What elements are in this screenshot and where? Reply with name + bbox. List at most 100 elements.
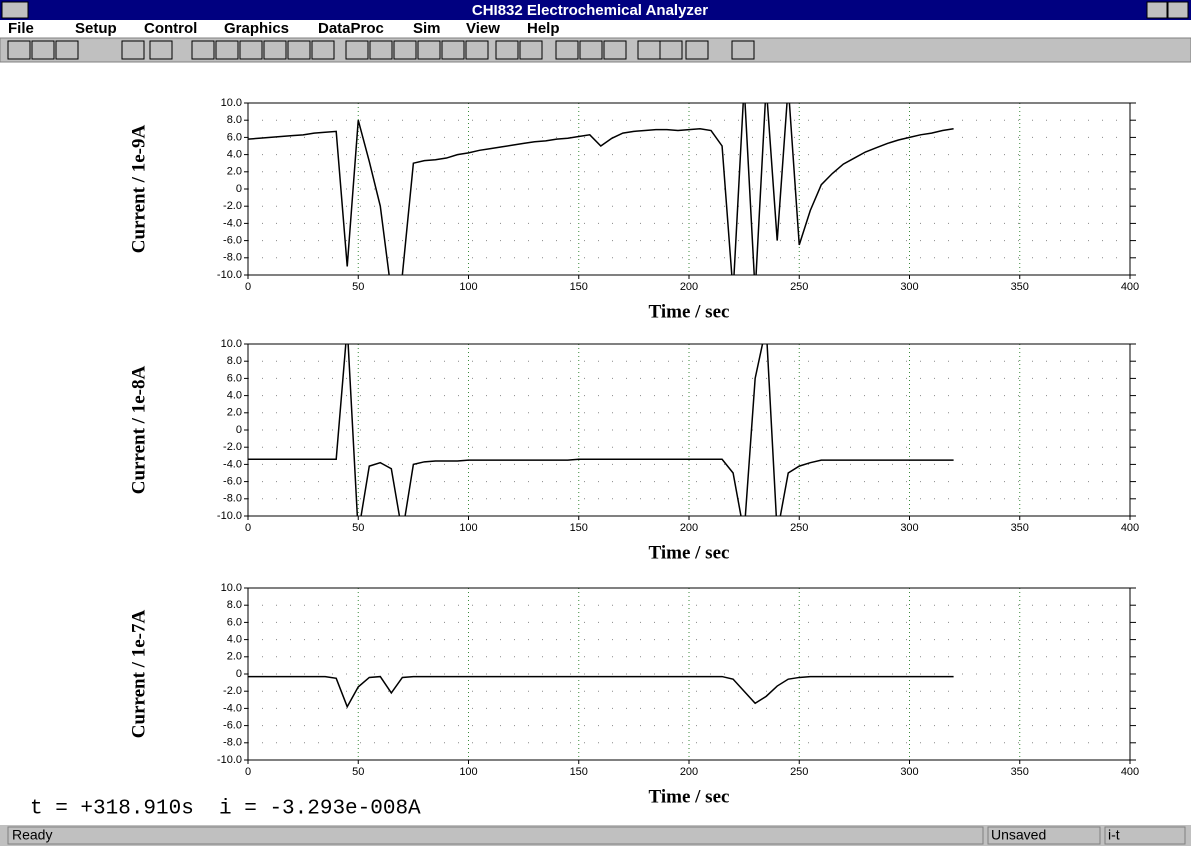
toolbar-button[interactable]: [732, 41, 754, 59]
y-tick-label: 0: [236, 424, 242, 436]
x-tick-label: 50: [352, 766, 364, 778]
y-tick-label: 6.0: [227, 131, 242, 143]
minimize-button[interactable]: [1147, 2, 1167, 18]
toolbar-button[interactable]: [264, 41, 286, 59]
x-tick-label: 300: [900, 522, 918, 534]
toolbar-button[interactable]: [466, 41, 488, 59]
y-tick-label: -8.0: [223, 493, 242, 505]
y-tick-label: -8.0: [223, 737, 242, 749]
x-tick-label: 150: [570, 766, 588, 778]
menu-item[interactable]: Sim: [413, 20, 441, 37]
x-tick-label: 250: [790, 522, 808, 534]
menu-item[interactable]: Graphics: [224, 20, 289, 37]
y-tick-label: -10.0: [217, 269, 242, 281]
y-tick-label: 0: [236, 183, 242, 195]
x-tick-label: 300: [900, 766, 918, 778]
status-text: Ready: [12, 827, 52, 843]
toolbar-button[interactable]: [520, 41, 542, 59]
maximize-button[interactable]: [1168, 2, 1188, 18]
x-tick-label: 150: [570, 522, 588, 534]
system-menu-button[interactable]: [2, 2, 28, 18]
x-axis-label: Time / sec: [649, 786, 730, 807]
x-tick-label: 400: [1121, 522, 1139, 534]
y-tick-label: 10.0: [221, 338, 242, 350]
toolbar-button[interactable]: [216, 41, 238, 59]
y-tick-label: -10.0: [217, 510, 242, 522]
toolbar-button[interactable]: [150, 41, 172, 59]
x-tick-label: 400: [1121, 281, 1139, 293]
x-tick-label: 200: [680, 522, 698, 534]
y-tick-label: 6.0: [227, 616, 242, 628]
app-window: CHI832 Electrochemical Analyzer t = +318…: [0, 0, 1191, 846]
x-tick-label: 250: [790, 766, 808, 778]
toolbar-button[interactable]: [370, 41, 392, 59]
x-tick-label: 350: [1011, 281, 1029, 293]
toolbar-button[interactable]: [442, 41, 464, 59]
x-tick-label: 0: [245, 766, 251, 778]
toolbar-button[interactable]: [660, 41, 682, 59]
x-axis-label: Time / sec: [649, 301, 730, 322]
toolbar-button[interactable]: [496, 41, 518, 59]
y-tick-label: 10.0: [221, 582, 242, 594]
y-tick-label: 8.0: [227, 355, 242, 367]
x-tick-label: 150: [570, 281, 588, 293]
toolbar-button[interactable]: [686, 41, 708, 59]
toolbar-button[interactable]: [346, 41, 368, 59]
x-tick-label: 300: [900, 281, 918, 293]
x-tick-label: 100: [459, 766, 477, 778]
y-axis-label: Current / 1e-7A: [128, 610, 149, 739]
status-mode: i-t: [1108, 827, 1120, 843]
cursor-readout: t = +318.910s i = -3.293e-008A: [30, 798, 421, 821]
toolbar-button[interactable]: [288, 41, 310, 59]
toolbar-button[interactable]: [604, 41, 626, 59]
y-tick-label: 4.0: [227, 634, 242, 646]
toolbar-button[interactable]: [8, 41, 30, 59]
y-tick-label: 8.0: [227, 114, 242, 126]
toolbar-button[interactable]: [192, 41, 214, 59]
y-tick-label: -4.0: [223, 217, 242, 229]
x-tick-label: 400: [1121, 766, 1139, 778]
toolbar-button[interactable]: [122, 41, 144, 59]
toolbar-button[interactable]: [580, 41, 602, 59]
x-tick-label: 50: [352, 522, 364, 534]
y-axis-label: Current / 1e-8A: [128, 366, 149, 495]
y-axis-label: Current / 1e-9A: [128, 125, 149, 254]
y-tick-label: 0: [236, 668, 242, 680]
menu-item[interactable]: View: [466, 20, 500, 37]
toolbar-button[interactable]: [556, 41, 578, 59]
y-tick-label: 10.0: [221, 97, 242, 109]
menu-item[interactable]: DataProc: [318, 20, 384, 37]
toolbar-button[interactable]: [240, 41, 262, 59]
x-tick-label: 0: [245, 281, 251, 293]
y-tick-label: 2.0: [227, 407, 242, 419]
y-tick-label: 2.0: [227, 651, 242, 663]
y-tick-label: -2.0: [223, 200, 242, 212]
x-tick-label: 350: [1011, 522, 1029, 534]
y-tick-label: -6.0: [223, 235, 242, 247]
y-tick-label: -6.0: [223, 720, 242, 732]
menu-item[interactable]: Help: [527, 20, 560, 37]
y-tick-label: -2.0: [223, 685, 242, 697]
x-axis-label: Time / sec: [649, 542, 730, 563]
toolbar-button[interactable]: [32, 41, 54, 59]
x-tick-label: 100: [459, 281, 477, 293]
status-file: Unsaved: [991, 827, 1046, 843]
toolbar-button[interactable]: [312, 41, 334, 59]
toolbar-button[interactable]: [56, 41, 78, 59]
menu-item[interactable]: Setup: [75, 20, 117, 37]
toolbar-button[interactable]: [394, 41, 416, 59]
menu-item[interactable]: File: [8, 20, 34, 37]
y-tick-label: 6.0: [227, 372, 242, 384]
x-tick-label: 50: [352, 281, 364, 293]
window-title: CHI832 Electrochemical Analyzer: [472, 2, 708, 19]
y-tick-label: 2.0: [227, 166, 242, 178]
y-tick-label: -6.0: [223, 476, 242, 488]
toolbar-button[interactable]: [638, 41, 660, 59]
x-tick-label: 100: [459, 522, 477, 534]
toolbar-button[interactable]: [418, 41, 440, 59]
y-tick-label: 4.0: [227, 390, 242, 402]
menu-item[interactable]: Control: [144, 20, 197, 37]
x-tick-label: 200: [680, 766, 698, 778]
x-tick-label: 350: [1011, 766, 1029, 778]
y-tick-label: -10.0: [217, 754, 242, 766]
